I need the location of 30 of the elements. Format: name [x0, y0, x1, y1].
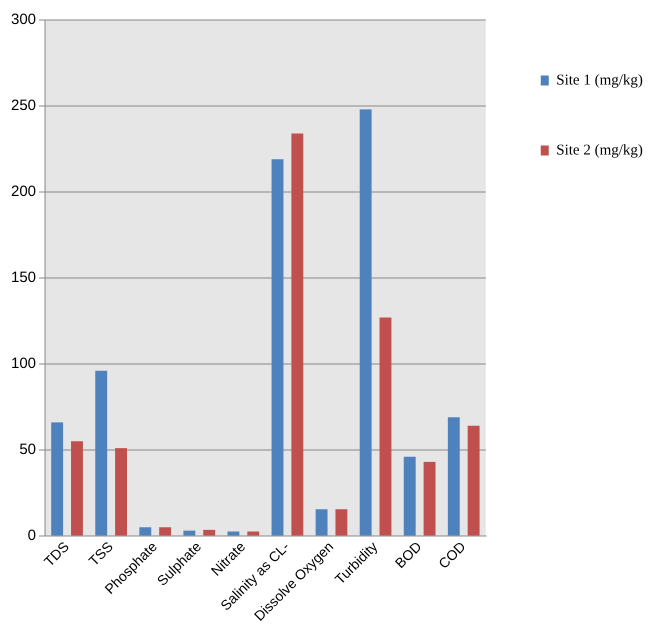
bar	[139, 527, 152, 536]
bar	[203, 530, 216, 536]
y-tick-label: 150	[10, 269, 36, 286]
bar	[468, 426, 480, 536]
y-tick-label: 100	[10, 355, 36, 372]
y-tick-label: 300	[10, 11, 36, 28]
legend-label: Site 1 (mg/kg)	[556, 72, 643, 88]
bar	[316, 509, 328, 536]
bar	[272, 159, 284, 536]
bar	[424, 462, 436, 536]
bar	[404, 456, 416, 536]
bar	[380, 317, 392, 536]
bar	[183, 530, 196, 536]
bar	[159, 527, 172, 536]
bar	[247, 532, 260, 536]
bar	[448, 417, 460, 536]
y-tick-label: 250	[10, 97, 36, 114]
bar	[360, 109, 372, 536]
y-tick-label: 50	[19, 441, 36, 458]
y-tick-label: 200	[10, 183, 36, 200]
bar	[227, 532, 240, 536]
legend-label: Site 2 (mg/kg)	[556, 142, 643, 158]
x-tick-label: TDS	[40, 538, 72, 570]
bar	[71, 441, 83, 536]
bar	[335, 509, 348, 536]
bar	[51, 422, 64, 536]
y-tick-label: 0	[28, 526, 36, 544]
bar	[291, 133, 304, 536]
bar	[115, 448, 127, 536]
bar	[95, 370, 108, 536]
